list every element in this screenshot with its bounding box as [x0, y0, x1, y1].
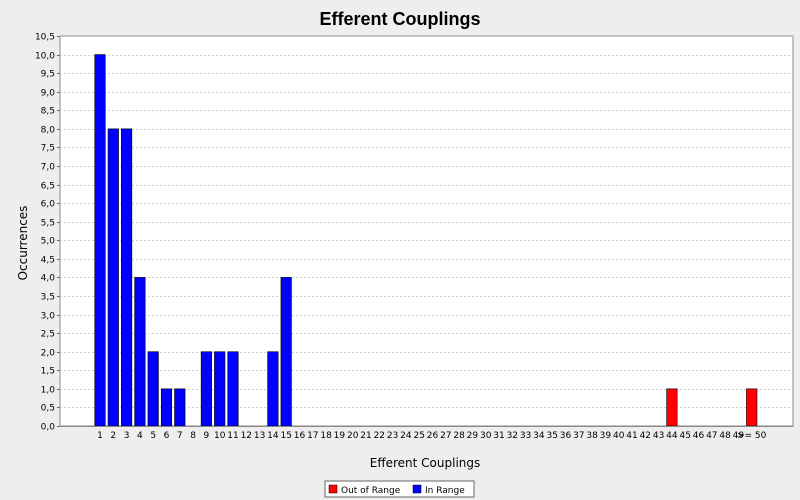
y-tick-label: 1,0: [41, 386, 56, 396]
x-tick-label: 20: [347, 431, 359, 441]
bar: [267, 351, 279, 427]
x-tick-label: 7: [177, 431, 183, 441]
y-tick-label: 8,5: [41, 107, 55, 117]
x-tick-label: 2: [110, 431, 116, 441]
bar: [666, 388, 678, 427]
x-tick-label: 28: [453, 431, 465, 441]
y-tick-label: 6,5: [41, 182, 55, 192]
bar: [134, 277, 146, 427]
x-tick-label: 47: [706, 431, 717, 441]
x-tick-label: 41: [626, 431, 637, 441]
x-tick-label: 6: [164, 431, 170, 441]
y-tick-label: 10,5: [35, 33, 55, 43]
x-tick-label: 35: [546, 431, 557, 441]
x-tick-label: 33: [520, 431, 531, 441]
plot-background: [59, 35, 794, 427]
x-tick-label: 19: [334, 431, 346, 441]
x-tick-label: 25: [413, 431, 424, 441]
y-tick-label: 8,0: [41, 126, 56, 136]
x-tick-label: 5: [150, 431, 156, 441]
x-tick-label: 8: [190, 431, 196, 441]
y-axis-label: Occurrences: [16, 206, 30, 281]
y-tick-label: 4,0: [41, 274, 56, 284]
bar: [121, 128, 133, 427]
y-tick-label: 4,5: [41, 256, 55, 266]
plot-area: 0,0 0,5 1,0 1,5 2,0 2,5 3,0 3,5 4,0 4,5 5,0 5,5 6,0 6…: [35, 33, 794, 441]
x-tick-label: 14: [267, 431, 279, 441]
y-tick-label: 1,5: [41, 367, 55, 377]
x-tick-label: 17: [307, 431, 318, 441]
x-tick-label: 40: [613, 431, 625, 441]
x-tick-label: 49: [733, 431, 745, 441]
chart-title: Efferent Couplings: [320, 9, 481, 29]
x-tick-label: 34: [533, 431, 545, 441]
y-tick-label: 9,5: [41, 70, 55, 80]
y-tick-label: 5,5: [41, 219, 55, 229]
x-tick-label: 1: [97, 431, 103, 441]
x-tick-label: 15: [280, 431, 291, 441]
x-tick-label: 45: [679, 431, 690, 441]
y-tick-label: 10,0: [35, 52, 55, 62]
x-tick-label: 31: [493, 431, 504, 441]
legend-swatch: [328, 484, 338, 494]
x-tick-label: 46: [693, 431, 705, 441]
x-tick-label: 43: [653, 431, 664, 441]
x-tick-label: 48: [719, 431, 731, 441]
bar: [94, 54, 106, 427]
x-tick-label: 39: [600, 431, 612, 441]
x-tick-label: 44: [666, 431, 678, 441]
y-tick-label: 7,0: [41, 163, 56, 173]
x-tick-label: 13: [254, 431, 265, 441]
bar: [160, 388, 173, 427]
x-tick-label: 21: [360, 431, 371, 441]
legend-box: [324, 480, 475, 498]
y-tick-label: 3,0: [41, 312, 56, 322]
x-tick-label: 16: [294, 431, 306, 441]
bar: [280, 277, 292, 427]
bar: [147, 351, 159, 427]
y-tick-label: 7,5: [41, 144, 55, 154]
x-tick-label: 3: [124, 431, 130, 441]
x-tick-label: 4: [137, 431, 143, 441]
x-tick-label: 10: [214, 431, 226, 441]
x-tick-label: 37: [573, 431, 584, 441]
bar: [746, 388, 758, 427]
x-tick-label: 24: [400, 431, 412, 441]
bar: [227, 351, 239, 427]
x-tick-label: 11: [227, 431, 238, 441]
x-tick-label: 36: [560, 431, 572, 441]
x-tick-label: 9: [204, 431, 210, 441]
x-axis-label: Efferent Couplings: [370, 456, 481, 470]
x-tick-label: 38: [586, 431, 598, 441]
x-tick-label: >= 50: [737, 431, 767, 441]
legend: Out of Range In Range: [324, 480, 475, 498]
legend-swatch: [412, 484, 422, 494]
y-tick-label: 0,0: [41, 423, 56, 433]
x-tick-label: 30: [480, 431, 492, 441]
x-tick-label: 23: [387, 431, 398, 441]
y-tick-label: 2,0: [41, 349, 56, 359]
y-tick-label: 0,5: [41, 404, 55, 414]
x-tick-label: 42: [640, 431, 651, 441]
x-tick-label: 26: [427, 431, 439, 441]
y-tick-label: 2,5: [41, 330, 55, 340]
legend-item-label: In Range: [425, 486, 465, 496]
bar: [200, 351, 212, 427]
bar: [214, 351, 226, 427]
x-tick-label: 29: [467, 431, 479, 441]
y-tick-label: 6,0: [41, 200, 56, 210]
y-tick-label: 3,5: [41, 293, 55, 303]
bar: [174, 388, 186, 427]
y-tick-label: 5,0: [41, 237, 56, 247]
bar: [107, 128, 119, 427]
y-tick-label: 9,0: [41, 89, 56, 99]
x-tick-label: 32: [507, 431, 518, 441]
legend-item-label: Out of Range: [341, 486, 401, 496]
x-tick-label: 18: [320, 431, 332, 441]
x-tick-label: 22: [374, 431, 385, 441]
x-tick-label: 27: [440, 431, 451, 441]
x-tick-label: 12: [241, 431, 252, 441]
